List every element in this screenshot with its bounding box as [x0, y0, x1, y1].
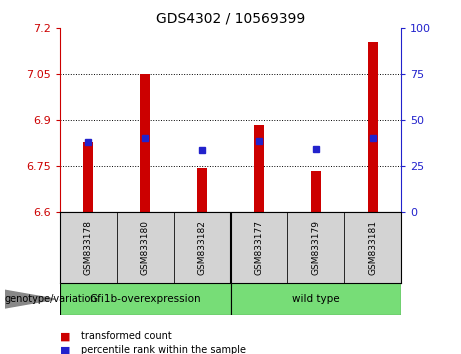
Bar — [60, 212, 117, 283]
Text: GSM833181: GSM833181 — [368, 220, 377, 275]
Title: GDS4302 / 10569399: GDS4302 / 10569399 — [156, 12, 305, 26]
Text: GSM833177: GSM833177 — [254, 220, 263, 275]
Bar — [197, 168, 207, 212]
Bar — [117, 212, 174, 283]
Text: ■: ■ — [60, 331, 71, 341]
Text: ■: ■ — [60, 346, 71, 354]
Bar — [60, 283, 230, 315]
Text: wild type: wild type — [292, 294, 340, 304]
Bar — [254, 125, 264, 212]
Text: GSM833178: GSM833178 — [84, 220, 93, 275]
Bar — [174, 212, 230, 283]
Text: GSM833180: GSM833180 — [141, 220, 150, 275]
Text: Gfi1b-overexpression: Gfi1b-overexpression — [89, 294, 201, 304]
Bar — [367, 42, 378, 212]
Bar — [230, 283, 401, 315]
Text: GSM833182: GSM833182 — [198, 220, 207, 275]
Polygon shape — [5, 290, 55, 308]
Bar — [344, 212, 401, 283]
Bar — [83, 142, 94, 212]
Bar — [140, 74, 150, 212]
Text: percentile rank within the sample: percentile rank within the sample — [81, 346, 246, 354]
Bar — [230, 212, 287, 283]
Bar — [287, 212, 344, 283]
Text: transformed count: transformed count — [81, 331, 171, 341]
Text: GSM833179: GSM833179 — [311, 220, 320, 275]
Text: genotype/variation: genotype/variation — [5, 294, 97, 304]
Bar — [311, 171, 321, 212]
